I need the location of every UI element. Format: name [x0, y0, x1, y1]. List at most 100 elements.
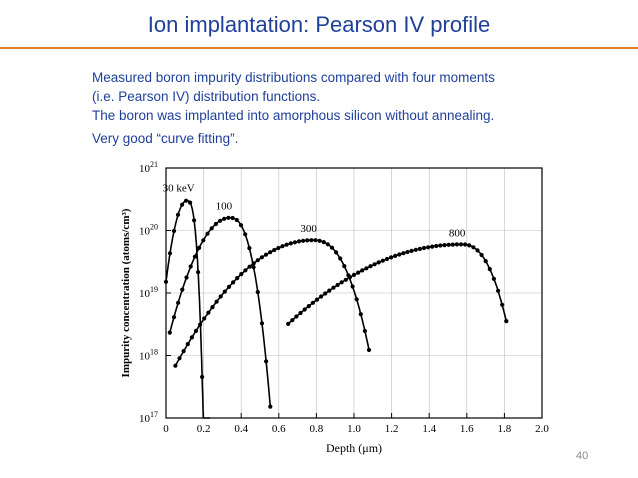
- measured-point: [255, 290, 260, 295]
- measured-point: [309, 238, 314, 243]
- profile-chart: 0 0.2 0.4 0.6 0.8 1.0 1.2 1.4 1.6 1.8 2.0 1021 1020 1…: [120, 160, 549, 455]
- measured-point: [226, 284, 232, 289]
- measured-point: [296, 239, 302, 244]
- text-line-2: (i.e. Pearson IV) distribution functions…: [92, 89, 321, 104]
- measured-point: [421, 245, 427, 251]
- slide-title: Ion implantation: Pearson IV profile: [147, 12, 491, 37]
- measured-point: [438, 243, 443, 248]
- measured-point: [417, 246, 422, 251]
- measured-point: [471, 245, 476, 250]
- measured-point: [467, 243, 472, 248]
- measured-point: [368, 264, 373, 269]
- series-label: 30 keV: [163, 183, 195, 195]
- measured-point: [319, 294, 324, 299]
- measured-point: [163, 279, 169, 284]
- measured-point: [202, 316, 207, 321]
- measured-point: [264, 359, 269, 364]
- measured-point: [372, 262, 377, 267]
- measured-point: [413, 247, 418, 252]
- series-label: 100: [216, 201, 233, 213]
- measured-point: [496, 288, 501, 293]
- y-axis-label: Impurity concentration (atoms/cm³): [120, 208, 132, 377]
- measured-point: [342, 264, 347, 269]
- measured-point: [206, 310, 211, 315]
- measured-point: [294, 314, 299, 319]
- x-tick-label: 1.6: [460, 423, 474, 435]
- measured-point: [306, 304, 311, 309]
- measured-point: [434, 243, 439, 249]
- measured-point: [301, 238, 306, 243]
- measured-point: [243, 232, 248, 237]
- measured-point: [360, 268, 365, 273]
- measured-point: [268, 404, 273, 409]
- measured-point: [491, 276, 496, 281]
- measured-point: [389, 255, 394, 260]
- measured-point: [276, 245, 281, 251]
- measured-point: [188, 264, 193, 269]
- measured-point: [272, 247, 277, 253]
- measured-point: [192, 254, 197, 259]
- measured-point: [188, 200, 193, 205]
- measured-point: [189, 335, 194, 340]
- measured-point: [173, 363, 178, 368]
- measured-point: [239, 272, 244, 277]
- x-tick-label: 0.2: [197, 423, 211, 435]
- measured-point: [184, 198, 189, 203]
- measured-point: [397, 252, 402, 257]
- measured-point: [210, 305, 215, 310]
- measured-point: [292, 240, 297, 245]
- measured-point: [259, 255, 264, 260]
- measured-point: [196, 270, 201, 275]
- measured-point: [376, 260, 381, 265]
- text-line-1: Measured boron impurity distributions co…: [92, 70, 495, 85]
- measured-point: [463, 242, 468, 247]
- measured-point: [175, 212, 181, 217]
- measured-point: [364, 266, 369, 271]
- measured-point: [458, 242, 464, 247]
- measured-point: [176, 300, 181, 305]
- x-tick-label: 1.8: [498, 423, 512, 435]
- measured-point: [409, 248, 414, 253]
- measured-point: [209, 226, 214, 231]
- measured-point: [313, 238, 318, 243]
- measured-point: [454, 242, 459, 247]
- measured-point: [243, 268, 248, 273]
- x-tick-label: 0.8: [310, 423, 324, 435]
- measured-point: [263, 252, 269, 257]
- measured-point: [181, 349, 186, 354]
- measured-point: [259, 321, 265, 326]
- chart-ticks: 0 0.2 0.4 0.6 0.8 1.0 1.2 1.4 1.6 1.8 2.0 1021 1020 1…: [139, 160, 549, 435]
- measured-point: [384, 256, 390, 262]
- measured-point: [184, 275, 189, 280]
- measured-point: [251, 265, 256, 270]
- measured-point: [167, 330, 172, 335]
- measured-point: [302, 307, 307, 312]
- x-tick-label: 1.2: [385, 423, 399, 435]
- x-tick-label: 1.0: [347, 423, 361, 435]
- measured-point: [446, 242, 451, 247]
- x-tick-label: 1.4: [422, 423, 436, 435]
- measured-point: [298, 310, 303, 316]
- measured-point: [218, 218, 223, 223]
- measured-point: [393, 253, 398, 258]
- measured-point: [213, 221, 218, 227]
- measured-point: [329, 245, 335, 250]
- measured-point: [231, 280, 236, 285]
- measured-point: [358, 312, 363, 317]
- measured-point: [218, 294, 223, 299]
- measured-point: [198, 322, 203, 327]
- measured-point: [504, 319, 509, 324]
- profile-curve: [169, 216, 272, 407]
- measured-point: [450, 242, 455, 247]
- measured-point: [405, 249, 410, 255]
- measured-point: [180, 287, 185, 292]
- measured-point: [362, 328, 367, 334]
- measured-point: [214, 299, 219, 304]
- text-line-3: The boron was implanted into amorphous s…: [92, 108, 495, 123]
- measured-point: [401, 251, 406, 256]
- measured-point: [339, 280, 344, 285]
- measured-point: [185, 342, 190, 347]
- measured-point: [171, 315, 177, 320]
- measured-point: [171, 228, 177, 234]
- measured-point: [192, 218, 197, 223]
